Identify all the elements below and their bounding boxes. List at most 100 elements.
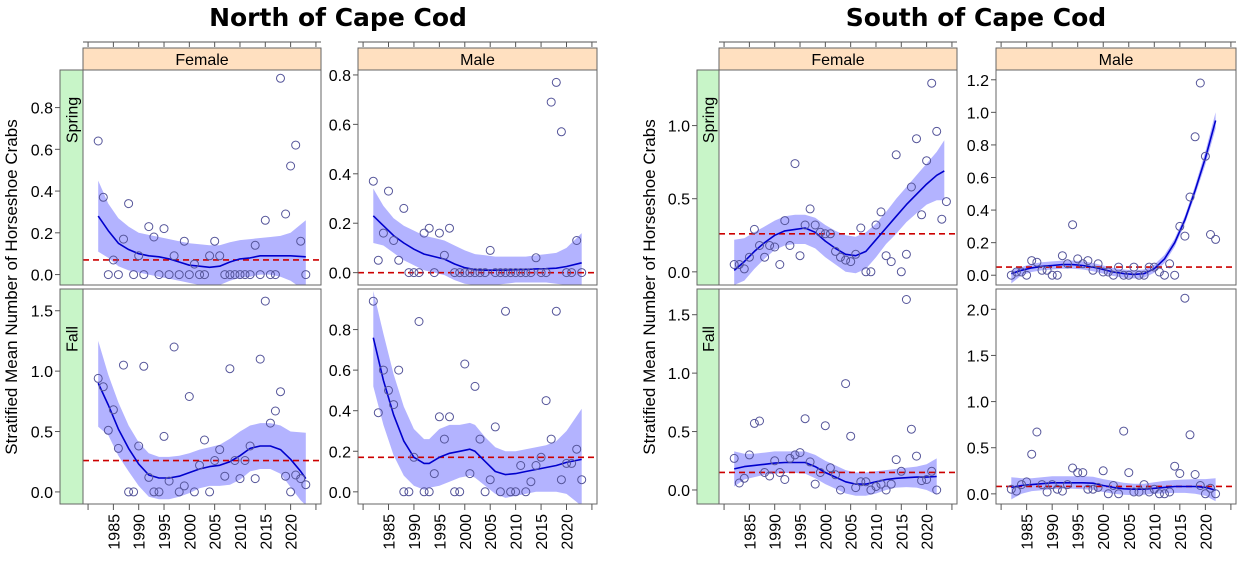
data-point: [475, 268, 485, 278]
data-point: [790, 159, 800, 169]
panel-frame: [718, 69, 958, 286]
data-point: [205, 251, 215, 261]
data-point: [1057, 251, 1067, 261]
data-point: [1098, 267, 1108, 277]
data-point: [516, 268, 526, 278]
data-point: [501, 268, 510, 278]
data-point: [1068, 220, 1078, 230]
panel-fall-female: 0.0 0.5 1.0 1.5 1985 1990 1995 2000 2005 2010 2015…: [31, 288, 322, 550]
data-point: [886, 257, 896, 267]
data-point: [780, 216, 790, 226]
data-point: [881, 485, 891, 495]
y-tick-label: 0.4: [329, 167, 351, 184]
data-point: [729, 453, 739, 463]
y-tick-label: 1.2: [967, 73, 989, 90]
data-point: [189, 487, 199, 497]
data-point: [1088, 265, 1098, 275]
data-point: [1211, 234, 1221, 244]
x-tick-label: 2015: [534, 514, 551, 550]
data-point: [119, 234, 128, 244]
data-point: [805, 204, 815, 214]
x-tick-label: 1995: [1071, 514, 1088, 550]
data-point: [439, 434, 449, 444]
strip-label-spring: Spring: [701, 97, 718, 143]
panel-content: [358, 77, 597, 285]
data-point: [526, 268, 536, 278]
data-point: [139, 270, 149, 280]
y-tick-label: 0.4: [31, 184, 53, 201]
data-point: [439, 250, 449, 260]
data-point: [572, 444, 582, 454]
y-tick-label: 0.6: [31, 142, 53, 159]
data-point: [240, 270, 250, 280]
data-point: [1108, 270, 1118, 280]
data-point: [124, 487, 134, 497]
data-point: [1022, 270, 1032, 280]
data-point: [1027, 256, 1037, 266]
data-point: [470, 381, 480, 391]
x-tick-label: 2010: [1147, 514, 1164, 550]
data-point: [1180, 293, 1190, 303]
strip-label-fall: Fall: [65, 326, 82, 352]
data-point: [174, 487, 184, 497]
data-point: [881, 251, 891, 261]
data-point: [790, 450, 800, 460]
x-tick-label: 1990: [768, 514, 785, 550]
data-point: [1006, 270, 1016, 280]
data-point: [276, 73, 285, 83]
x-tick-label: 2015: [1173, 514, 1190, 550]
panel-frame: [82, 69, 322, 286]
data-point: [846, 431, 856, 441]
data-point: [179, 236, 189, 246]
data-point: [1154, 489, 1164, 499]
data-point: [729, 260, 739, 269]
data-point: [815, 227, 825, 237]
data-point: [389, 400, 399, 410]
data-point: [250, 474, 260, 484]
data-point: [1144, 262, 1154, 272]
data-point: [1119, 426, 1129, 436]
data-point: [577, 475, 587, 485]
data-point: [775, 260, 785, 269]
data-point: [1027, 449, 1037, 459]
x-tick-label: 1995: [432, 514, 449, 550]
data-point: [1185, 192, 1195, 202]
data-point: [113, 443, 123, 453]
data-point: [1006, 484, 1016, 494]
data-point: [1017, 267, 1026, 277]
data-point: [841, 379, 851, 389]
data-point: [373, 408, 383, 418]
panel-fall-male: 0.0 0.2 0.4 0.6 0.8 1985 1990 1995 2000 2005 2010 2…: [329, 288, 598, 550]
data-point: [511, 487, 521, 497]
data-point: [531, 253, 541, 263]
data-point: [394, 365, 404, 375]
data-point: [755, 241, 764, 250]
y-tick-label: 0.6: [329, 117, 351, 134]
data-point: [770, 456, 780, 466]
data-point: [490, 268, 500, 278]
data-point: [460, 268, 470, 278]
data-point: [856, 477, 866, 487]
data-point: [164, 476, 174, 486]
data-point: [800, 414, 810, 424]
data-point: [551, 306, 561, 316]
data-point: [841, 255, 851, 265]
data-point: [210, 456, 220, 465]
confidence-band: [98, 180, 306, 285]
data-point: [846, 257, 856, 267]
data-point: [556, 127, 566, 137]
y-tick-label: 1.0: [967, 395, 989, 412]
x-tick-label: 1985: [742, 514, 759, 550]
data-point: [399, 203, 409, 213]
data-point: [414, 268, 424, 278]
data-point: [577, 268, 587, 278]
strip-label-female: Female: [175, 52, 228, 69]
data-point: [164, 270, 174, 280]
data-point: [1103, 489, 1113, 499]
y-tick-label: 0.0: [329, 266, 351, 283]
x-tick-label: 2000: [1096, 514, 1113, 550]
data-point: [739, 264, 749, 274]
y-tick-label: 0.2: [329, 444, 351, 461]
y-tick-label: 1.5: [967, 348, 989, 365]
smooth-trend-line: [97, 382, 307, 480]
